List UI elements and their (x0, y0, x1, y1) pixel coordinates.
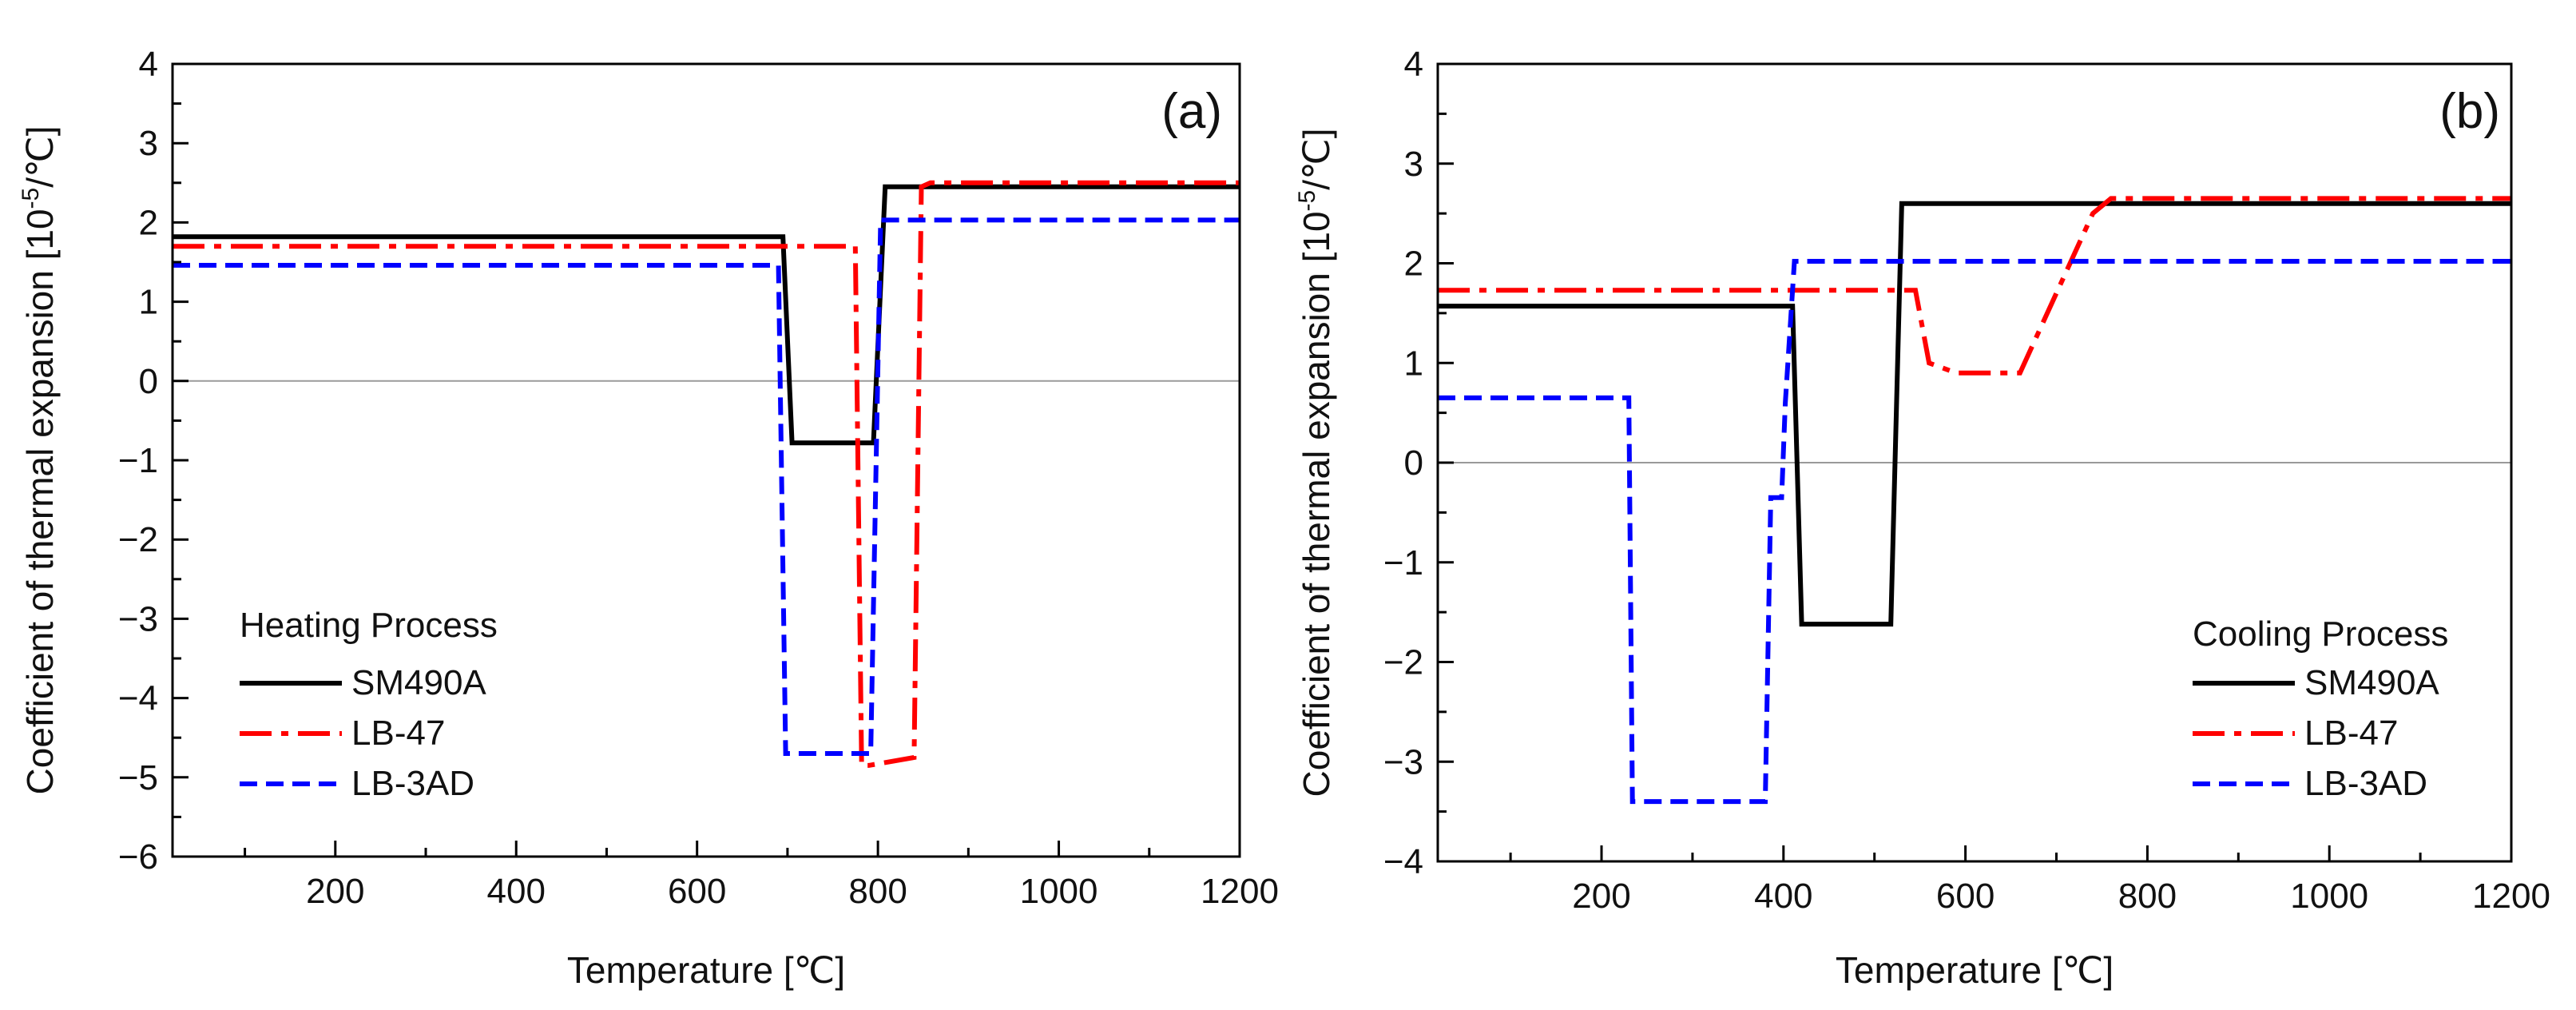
x-tick-label: 800 (848, 872, 907, 911)
x-tick-label: 800 (2118, 877, 2177, 916)
legend-entry-sm490a: SM490A (2304, 663, 2439, 702)
series-line-lb-47 (1438, 196, 2511, 376)
panel-label: (a) (1161, 84, 1222, 139)
y-tick-label: −4 (118, 679, 158, 718)
y-tick-label: 4 (139, 45, 158, 84)
series-line-lb-3ad (173, 217, 1240, 756)
y-tick-label: −6 (118, 837, 158, 877)
y-tick-label: −1 (118, 441, 158, 480)
legend-entry-lb-3ad: LB-3AD (2304, 764, 2427, 803)
x-tick-label: 200 (1572, 877, 1630, 916)
series-line-lb-47 (173, 180, 1240, 768)
legend-entry-sm490a: SM490A (351, 663, 486, 702)
legend-entry-lb-47: LB-47 (351, 714, 445, 753)
y-tick-label: 3 (1404, 145, 1423, 184)
legend-entry-lb-47: LB-47 (2304, 714, 2398, 753)
y-tick-label: −1 (1383, 543, 1423, 583)
x-tick-label: 1000 (1020, 872, 1098, 911)
y-tick-label: 0 (139, 362, 158, 401)
panel-label: (b) (2439, 84, 2500, 139)
y-tick-label: −5 (118, 758, 158, 797)
x-tick-label: 400 (487, 872, 546, 911)
panel-b-cooling: 200 400 600 800 1000 1200 −4 −3 −2 −1 0 1 2 3 4 Tempera… (1294, 45, 2550, 991)
legend: Cooling Process SM490A LB-47 LB-3AD (2193, 614, 2448, 803)
x-tick-label: 600 (1936, 877, 1995, 916)
series-line-sm490a (173, 184, 1240, 446)
y-tick-label: −3 (118, 599, 158, 638)
x-tick-label: 1200 (2472, 877, 2550, 916)
x-tick-label: 1000 (2290, 877, 2368, 916)
legend-title: Heating Process (240, 606, 498, 645)
series-line-lb-3ad (1438, 259, 2511, 805)
y-tick-label: 3 (139, 124, 158, 163)
x-tick-label: 200 (306, 872, 364, 911)
y-tick-label: −2 (118, 520, 158, 559)
x-axis-title: Temperature [℃] (567, 949, 845, 991)
y-tick-label: 2 (1404, 245, 1423, 284)
y-axis-title: Coefficient of thermal expansion [10-5/℃… (1294, 129, 1337, 797)
series-line-sm490a (1438, 201, 2511, 627)
y-tick-label: 1 (139, 283, 158, 322)
legend-title: Cooling Process (2193, 614, 2448, 654)
legend-entry-lb-3ad: LB-3AD (351, 764, 474, 803)
y-axis-title: Coefficient of thermal expansion [10-5/℃… (18, 126, 61, 795)
legend: Heating Process SM490A LB-47 LB-3AD (240, 606, 498, 803)
x-tick-label: 600 (668, 872, 726, 911)
x-tick-label: 1200 (1201, 872, 1279, 911)
y-tick-label: 1 (1404, 344, 1423, 383)
x-axis-title: Temperature [℃] (1836, 949, 2114, 991)
y-tick-label: −4 (1383, 842, 1423, 881)
y-tick-label: 2 (139, 203, 158, 242)
x-tick-label: 400 (1754, 877, 1812, 916)
y-tick-label: 4 (1404, 45, 1423, 84)
y-tick-label: 0 (1404, 443, 1423, 483)
y-tick-label: −2 (1383, 643, 1423, 682)
y-tick-label: −3 (1383, 742, 1423, 781)
panel-a-heating: 200 400 600 800 1000 1200 −6 −5 −4 −3 −2 −1 0 1 2 3 4 Tem… (18, 45, 1279, 991)
